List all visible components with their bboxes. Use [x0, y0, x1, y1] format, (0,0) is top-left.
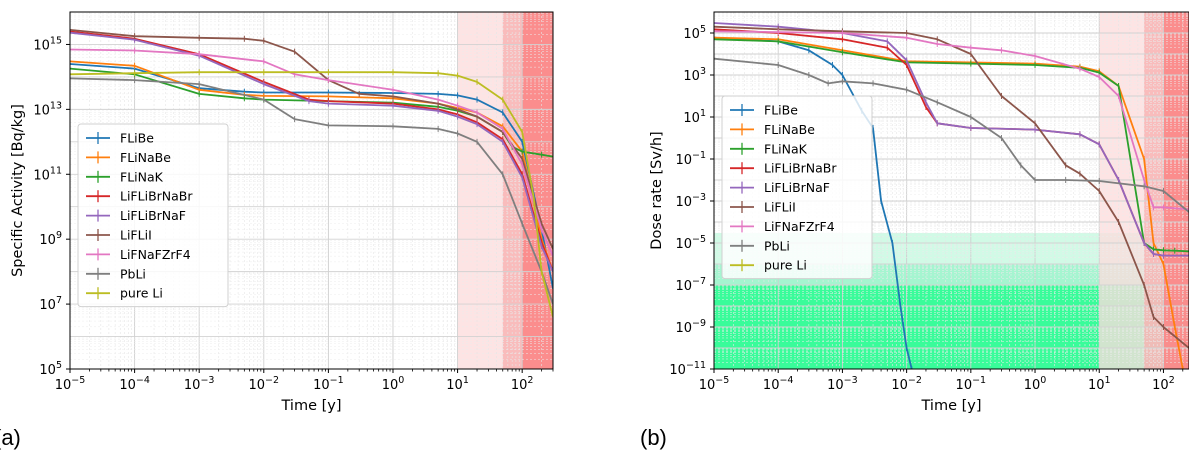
legend-entry: LiFLiBrNaF: [120, 208, 186, 223]
x-tick-label: 10−3: [184, 375, 215, 393]
plot-area-a: [70, 12, 553, 369]
x-tick-label: 10−1: [956, 375, 987, 393]
legend-entry: PbLi: [120, 266, 146, 281]
legend-entry: LiFNaFZrF4: [120, 247, 191, 262]
y-tick-label: 1015: [33, 35, 62, 53]
x-tick-label: 10−1: [313, 375, 344, 393]
y-tick-label: 101: [683, 108, 706, 126]
y-tick-label: 10−1: [675, 150, 706, 168]
x-axis-label: Time [y]: [281, 398, 342, 414]
legend: FLiBe FLiNaBe FLiNaK LiFLiBrNaBr LiFLiBrNaF L…: [721, 95, 873, 280]
y-tick-label: 109: [39, 230, 62, 248]
legend-entry: pure Li: [764, 258, 807, 273]
series-line-LiFLiBrNaF: [70, 31, 553, 272]
legend-entry: FLiNaBe: [764, 122, 815, 137]
panel-label-b: (b): [640, 425, 667, 450]
legend-entry: FLiBe: [120, 131, 154, 146]
time-region-2: [1163, 12, 1189, 369]
legend: FLiBe FLiNaBe FLiNaK LiFLiBrNaBr LiFLiBrNaF L…: [77, 123, 229, 308]
legend-entry: LiFLiI: [764, 200, 796, 215]
legend-entry: LiFLiBrNaF: [764, 180, 830, 195]
legend-entry: LiFNaFZrF4: [764, 219, 835, 234]
y-tick-label: 10−3: [675, 192, 706, 210]
legend-entry: FLiBe: [764, 103, 798, 118]
x-tick-label: 10−4: [763, 375, 794, 393]
x-tick-label: 10−5: [699, 375, 730, 393]
x-tick-label: 10−3: [827, 375, 858, 393]
series-line-LiFLiBrNaBr: [70, 30, 553, 272]
plot-area-b: [714, 12, 1189, 369]
legend-box: [721, 95, 873, 280]
legend-entry: LiFLiI: [120, 228, 152, 243]
y-tick-label: 10−5: [675, 234, 706, 252]
y-tick-label: 1013: [33, 100, 62, 118]
series-line-FLiNaBe: [714, 36, 1184, 369]
legend-entry: FLiNaK: [764, 141, 808, 156]
y-tick-label: 10−11: [669, 360, 706, 378]
y-tick-label: 10−7: [675, 276, 706, 294]
legend-entry: FLiNaK: [120, 169, 164, 184]
series-line-FLiBe: [70, 63, 553, 289]
x-tick-label: 10−2: [891, 375, 922, 393]
x-tick-label: 101: [1088, 375, 1111, 393]
y-axis-label: Dose rate [Sv/h]: [649, 131, 665, 249]
x-tick-label: 10−2: [249, 375, 280, 393]
x-tick-label: 101: [446, 375, 469, 393]
x-tick-label: 102: [1152, 375, 1175, 393]
y-tick-label: 10−9: [675, 318, 706, 336]
y-tick-label: 107: [39, 295, 62, 313]
y-tick-label: 1011: [33, 165, 62, 183]
x-tick-label: 10−5: [55, 375, 86, 393]
axes-frame: [69, 11, 554, 370]
chart-a: 10−5 10−4 10−3 10−2 10−1 100 101 102 105 107 109 10…: [10, 11, 554, 414]
y-tick-label: 103: [683, 66, 706, 84]
legend-entry: LiFLiBrNaBr: [764, 161, 837, 176]
x-tick-label: 10−4: [119, 375, 150, 393]
series-line-FLiNaBe: [70, 60, 553, 272]
x-axis-label: Time [y]: [921, 398, 982, 414]
y-tick-label: 105: [683, 24, 706, 42]
grid: [714, 12, 1189, 369]
legend-entry: pure Li: [120, 286, 163, 301]
legend-entry: FLiNaBe: [120, 150, 171, 165]
legend-entry: PbLi: [764, 238, 790, 253]
series-line-pure-Li: [70, 71, 553, 318]
x-tick-label: 100: [382, 375, 405, 393]
y-tick-label: 105: [39, 360, 62, 378]
x-tick-label: 102: [511, 375, 534, 393]
y-axis-label: Specific Activity [Bq/kg]: [10, 104, 26, 277]
series-line-LiFLiBrNaF: [714, 22, 1189, 257]
series-line-LiFLiI: [714, 25, 1189, 349]
series-line-PbLi: [70, 77, 553, 305]
legend-box: [77, 123, 229, 308]
series-line-FLiNaK: [714, 38, 1189, 253]
chart-b: 10−5 10−4 10−3 10−2 10−1 100 101 102 10−11 10−9 10…: [649, 11, 1189, 414]
series-line-LiFNaFZrF4: [70, 48, 553, 257]
legend-entry: LiFLiBrNaBr: [120, 189, 193, 204]
panel-label-a: (a): [0, 425, 21, 450]
x-tick-label: 100: [1024, 375, 1047, 393]
